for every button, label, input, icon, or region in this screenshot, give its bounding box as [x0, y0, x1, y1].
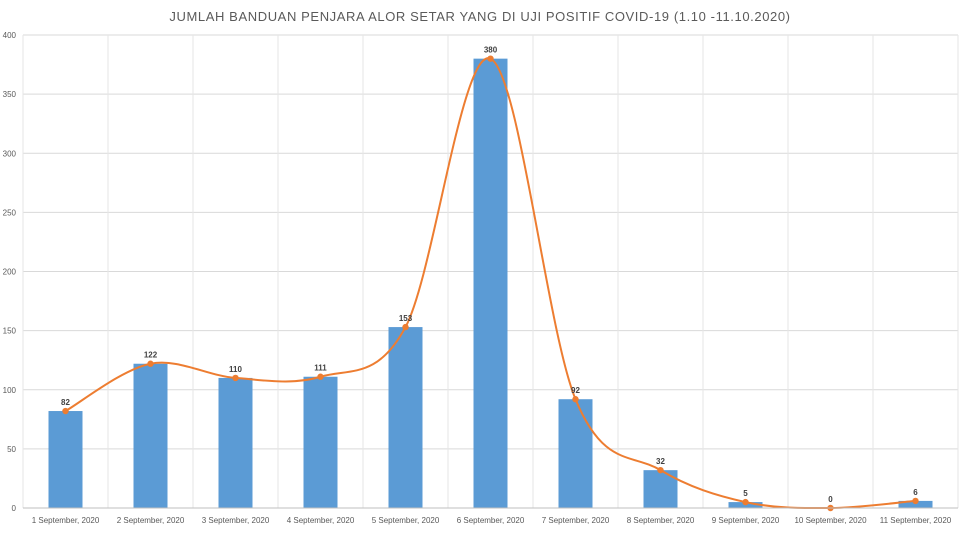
y-tick-label: 350: [3, 90, 17, 99]
line-point-8: [657, 466, 664, 474]
x-tick-label: 10 September, 2020: [794, 516, 867, 525]
x-tick-label: 3 September, 2020: [202, 516, 270, 525]
x-tick-label: 7 September, 2020: [542, 516, 610, 525]
y-tick-label: 150: [3, 327, 17, 336]
data-label-7: 92: [571, 386, 580, 395]
data-label-1: 82: [61, 398, 70, 407]
x-tick-label: 11 September, 2020: [880, 516, 952, 525]
line-point-11: [912, 497, 919, 505]
x-tick-label: 6 September, 2020: [457, 516, 525, 525]
bar-5: [388, 327, 423, 508]
line-point-5: [402, 323, 409, 331]
y-tick-label: 100: [3, 386, 17, 395]
data-label-4: 111: [314, 364, 327, 373]
data-label-5: 153: [399, 314, 413, 323]
bar-4: [303, 376, 338, 508]
bar-6: [473, 58, 508, 509]
data-label-9: 5: [743, 489, 748, 498]
line-point-6: [487, 55, 494, 62]
x-tick-label: 1 September, 2020: [32, 516, 100, 525]
bar-1: [48, 411, 83, 508]
bar-11: [898, 500, 933, 508]
x-tick-label: 9 September, 2020: [712, 516, 780, 525]
data-label-3: 110: [229, 365, 242, 374]
line-point-1: [62, 407, 69, 415]
x-tick-label: 4 September, 2020: [287, 516, 355, 525]
bar-7: [558, 399, 593, 508]
y-tick-label: 250: [3, 208, 17, 217]
data-label-2: 122: [144, 351, 158, 360]
x-tick-label: 5 September, 2020: [372, 516, 440, 525]
line-point-9: [742, 498, 749, 506]
y-tick-label: 200: [3, 268, 17, 277]
chart-title: JUMLAH BANDUAN PENJARA ALOR SETAR YANG D…: [169, 9, 791, 24]
bar-2: [133, 363, 168, 508]
x-tick-label: 8 September, 2020: [627, 516, 695, 525]
y-tick-label: 50: [7, 445, 16, 454]
line-point-4: [317, 373, 324, 380]
y-tick-label: 400: [3, 31, 17, 40]
data-label-11: 6: [913, 488, 918, 497]
line-point-7: [572, 396, 579, 403]
data-label-6: 380: [484, 46, 498, 55]
line-point-3: [232, 374, 239, 382]
y-tick-label: 300: [3, 149, 17, 158]
data-label-10: 0: [828, 495, 833, 504]
x-tick-label: 2 September, 2020: [117, 516, 185, 525]
line-point-2: [147, 360, 154, 367]
y-tick-label: 0: [12, 504, 17, 513]
bar-3: [218, 377, 253, 508]
data-label-8: 32: [656, 457, 665, 466]
